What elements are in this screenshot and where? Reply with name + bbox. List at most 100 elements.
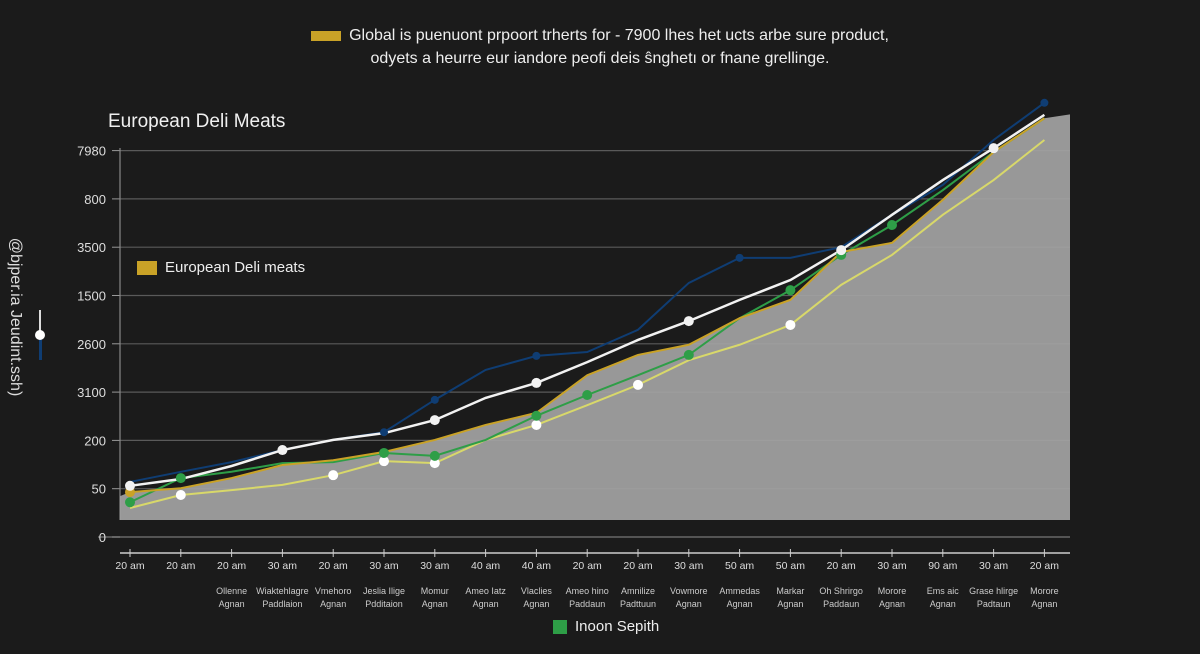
data-point <box>735 253 744 262</box>
data-point <box>125 497 135 508</box>
data-point <box>531 377 542 388</box>
data-point <box>532 351 541 360</box>
x-category-label: Pdditaion <box>365 599 403 609</box>
x-category-label: Grase hlirge <box>969 586 1018 596</box>
y-tick-label: 200 <box>84 433 106 448</box>
data-point <box>277 445 288 456</box>
legend-bottom: Inoon Sepith <box>553 618 659 635</box>
x-tick-label: 30 am <box>268 560 297 572</box>
y-tick-label: 1500 <box>77 289 106 304</box>
y-axis-label: @bjper.ia Jeudint.ssh) <box>7 237 24 397</box>
data-point <box>1040 98 1049 107</box>
x-tick-label: 20 am <box>217 560 246 572</box>
slider-handle-icon[interactable] <box>35 310 45 360</box>
x-category-label: Agnan <box>676 599 702 609</box>
data-point <box>887 219 897 230</box>
x-tick-label: 90 am <box>928 560 957 572</box>
y-tick-label: 50 <box>92 482 106 497</box>
x-category-label: Agnan <box>727 599 753 609</box>
data-point <box>785 285 796 296</box>
x-category-label: Oh Shrirgo <box>819 586 863 596</box>
x-category-label: Agnan <box>219 599 245 609</box>
y-tick-label: 2600 <box>77 337 106 352</box>
x-category-label: Ollenne <box>216 586 247 596</box>
x-category-label: Agnan <box>523 599 549 609</box>
x-tick-label: 50 am <box>776 560 805 572</box>
data-point <box>683 316 694 327</box>
x-category-label: Agnan <box>879 599 905 609</box>
x-tick-label: 20 am <box>115 560 144 572</box>
data-point <box>683 349 694 360</box>
x-category-label: Amnilize <box>621 586 655 596</box>
x-category-label: Jeslia Ilige <box>363 586 405 596</box>
data-point <box>988 143 999 154</box>
x-category-label: Markar <box>776 586 804 596</box>
x-category-label: Vowmore <box>670 586 708 596</box>
legend-inside: European Deli meats <box>137 259 305 276</box>
x-tick-label: 40 am <box>471 560 500 572</box>
chart-caption: Global is puenuont prpoort trherts for -… <box>0 27 1200 45</box>
x-category-label: Morore <box>878 586 907 596</box>
x-tick-label: 20 am <box>319 560 348 572</box>
x-category-label: Paddaun <box>569 599 605 609</box>
x-tick-label: 30 am <box>420 560 449 572</box>
x-tick-label: 30 am <box>369 560 398 572</box>
x-category-label: Agnan <box>422 599 448 609</box>
x-category-label: Ameo Iatz <box>465 586 506 596</box>
data-point <box>836 245 847 256</box>
x-category-label: Wiaktehlagre <box>256 586 309 596</box>
x-category-label: Padttuun <box>620 599 656 609</box>
y-tick-label: 3100 <box>77 385 106 400</box>
x-tick-label: 20 am <box>166 560 195 572</box>
x-category-label: Paddlaion <box>262 599 302 609</box>
data-point <box>175 473 186 484</box>
data-point <box>531 410 542 421</box>
x-category-label: Vmehoro <box>315 586 352 596</box>
x-tick-label: 30 am <box>979 560 1008 572</box>
x-tick-label: 20 am <box>827 560 856 572</box>
x-category-label: Ammedas <box>719 586 760 596</box>
x-category-label: Agnan <box>320 599 346 609</box>
data-point <box>175 489 186 500</box>
x-tick-label: 30 am <box>877 560 906 572</box>
x-tick-label: 20 am <box>1030 560 1059 572</box>
data-point <box>429 458 440 469</box>
data-point <box>125 480 135 491</box>
data-point <box>582 389 593 400</box>
data-point <box>380 428 388 437</box>
x-category-label: Agnan <box>1031 599 1057 609</box>
x-tick-label: 20 am <box>623 560 652 572</box>
x-category-label: Agnan <box>473 599 499 609</box>
legend-label: European Deli meats <box>165 259 306 276</box>
x-tick-label: 30 am <box>674 560 703 572</box>
x-category-label: Momur <box>421 586 449 596</box>
series-line-2 <box>129 117 1045 494</box>
legend-swatch-gold <box>137 260 157 275</box>
data-point <box>531 419 542 430</box>
x-tick-label: 20 am <box>573 560 602 572</box>
x-tick-label: 40 am <box>522 560 551 572</box>
series-line-4 <box>129 139 1046 509</box>
x-category-label: Agnan <box>930 599 956 609</box>
x-category-label: Ameo hino <box>566 586 609 596</box>
chart-title: European Deli Meats <box>108 111 286 132</box>
x-category-label: Morore <box>1030 586 1059 596</box>
data-point <box>633 379 643 390</box>
x-category-label: Agnan <box>777 599 803 609</box>
data-point <box>379 456 389 467</box>
data-point <box>430 395 439 404</box>
y-tick-label: 800 <box>84 192 106 207</box>
data-point <box>429 450 440 461</box>
data-point <box>785 319 796 330</box>
data-point <box>328 470 339 481</box>
caption-line-1: Global is puenuont prpoort trherts for -… <box>349 27 889 44</box>
data-point <box>379 447 389 458</box>
caption-line-2: odyets a heurre eur iandore peofi deis ŝ… <box>370 50 830 67</box>
x-category-label: Vlaclies <box>521 586 553 596</box>
caption-legend-swatch <box>311 30 342 41</box>
x-category-label: Padtaun <box>977 599 1011 609</box>
y-tick-label: 0 <box>99 530 106 545</box>
x-category-label: Ems aic <box>927 586 960 596</box>
y-tick-label: 7980 <box>77 144 106 159</box>
